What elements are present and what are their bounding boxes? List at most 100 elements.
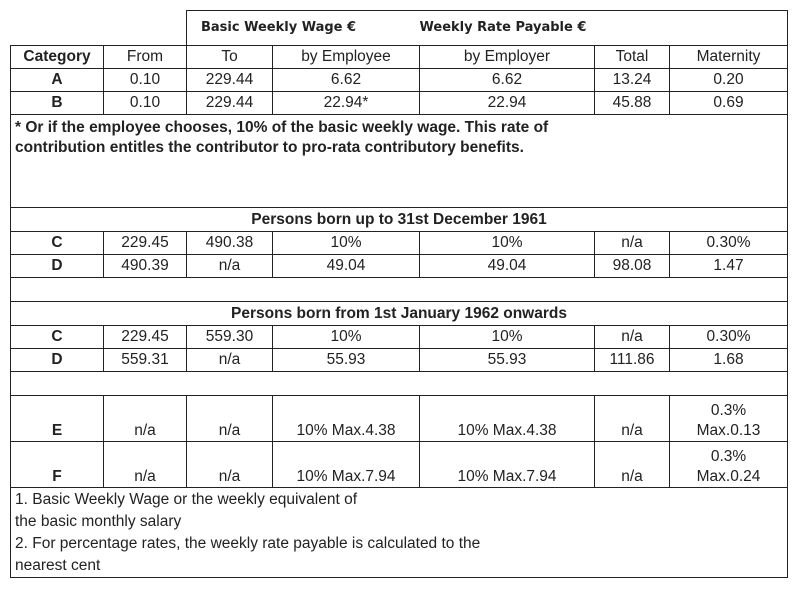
cell: 55.93	[272, 348, 420, 372]
group-header: Basic Weekly Wage €	[186, 10, 420, 46]
cell: 45.88	[594, 91, 670, 115]
empty-row	[9, 277, 789, 302]
table-row: Category From To by Employee by Employer Tota…	[10, 45, 789, 69]
cell: 55.93	[419, 348, 595, 372]
cell: 0.69	[668, 91, 789, 115]
cell: n/a	[103, 441, 187, 488]
cell: 10%	[419, 325, 595, 349]
column-header: by Employer	[419, 45, 595, 69]
empty-row	[9, 371, 789, 396]
table-row: Persons born from 1st January 1962 onwar…	[9, 301, 789, 326]
text-line: * Or if the employee chooses, 10% of the…	[15, 119, 549, 136]
table-row	[9, 277, 789, 302]
table-row: Persons born up to 31st December 1961	[9, 207, 789, 232]
text-line: nearest cent	[15, 557, 101, 574]
cell: n/a	[103, 395, 187, 442]
cell: A	[10, 68, 104, 92]
text-line: 2. For percentage rates, the weekly rate…	[15, 535, 481, 552]
cell: D	[10, 348, 104, 372]
cell: 0.30%	[668, 325, 789, 349]
table-row	[9, 371, 789, 396]
column-header: Category	[10, 45, 104, 69]
cell: B	[10, 91, 104, 115]
text-line: Max.0.24	[696, 468, 761, 485]
cell: 0.3% Max.0.24	[668, 441, 789, 488]
table-row: B 0.10 229.44 22.94* 22.94 45.88 0.69	[10, 91, 789, 115]
text-line: 0.3%	[710, 448, 747, 465]
column-header: by Employee	[272, 45, 420, 69]
cell: 22.94	[419, 91, 595, 115]
cell: 229.45	[103, 231, 187, 255]
cell: n/a	[594, 441, 670, 488]
cell: D	[10, 254, 104, 278]
table-row: C 229.45 490.38 10% 10% n/a 0.30%	[10, 231, 789, 255]
cell: 49.04	[419, 254, 595, 278]
cell: 98.08	[594, 254, 670, 278]
cell: 10% Max.7.94	[272, 441, 420, 488]
cell: 10%	[272, 325, 420, 349]
cell: 49.04	[272, 254, 420, 278]
table-row: D 559.31 n/a 55.93 55.93 111.86 1.68	[10, 348, 789, 372]
text-line: 0.3%	[710, 402, 747, 419]
cell: C	[10, 325, 104, 349]
text-line: the basic monthly salary	[15, 513, 182, 530]
cell: n/a	[594, 231, 670, 255]
table-row: Basic Weekly Wage € Weekly Rate Payable €	[10, 10, 789, 46]
column-header: Total	[594, 45, 670, 69]
cell: 6.62	[272, 68, 420, 92]
note: * Or if the employee chooses, 10% of the…	[9, 114, 789, 208]
table-row: * Or if the employee chooses, 10% of the…	[9, 114, 789, 208]
cell: 229.45	[103, 325, 187, 349]
cell: 229.44	[186, 91, 273, 115]
section-title: Persons born from 1st January 1962 onwar…	[9, 301, 789, 326]
cell: 22.94*	[272, 91, 420, 115]
table-row: C 229.45 559.30 10% 10% n/a 0.30%	[10, 325, 789, 349]
group-header: Weekly Rate Payable €	[419, 10, 789, 46]
section-title: Persons born up to 31st December 1961	[9, 207, 789, 232]
cell: E	[10, 395, 104, 442]
cell: n/a	[186, 441, 273, 488]
cell: n/a	[186, 254, 273, 278]
cell: 0.20	[668, 68, 789, 92]
table-row: D 490.39 n/a 49.04 49.04 98.08 1.47	[10, 254, 789, 278]
cell: 0.30%	[668, 231, 789, 255]
cell: C	[10, 231, 104, 255]
cell: 13.24	[594, 68, 670, 92]
cell: n/a	[594, 325, 670, 349]
cell: F	[10, 441, 104, 488]
table-row: A 0.10 229.44 6.62 6.62 13.24 0.20	[10, 68, 789, 92]
column-header: Maternity	[668, 45, 789, 69]
table-wrap: Basic Weekly Wage € Weekly Rate Payable €…	[9, 10, 789, 578]
cell: 229.44	[186, 68, 273, 92]
text-line: 1. Basic Weekly Wage or the weekly equiv…	[15, 491, 358, 508]
cell: 0.10	[103, 68, 187, 92]
cell: 559.31	[103, 348, 187, 372]
cell: 10%	[272, 231, 420, 255]
column-header: From	[103, 45, 187, 69]
cell: n/a	[186, 348, 273, 372]
text-line: contribution entitles the contributor to…	[15, 139, 524, 156]
contribution-table: Basic Weekly Wage € Weekly Rate Payable €…	[9, 10, 789, 578]
column-header: To	[186, 45, 273, 69]
cell: 0.10	[103, 91, 187, 115]
empty-cell	[10, 10, 187, 46]
cell: 490.39	[103, 254, 187, 278]
cell: 0.3% Max.0.13	[668, 395, 789, 442]
cell: 111.86	[594, 348, 670, 372]
text-line: Max.0.13	[696, 422, 761, 439]
cell: 10% Max.4.38	[272, 395, 420, 442]
cell: 6.62	[419, 68, 595, 92]
cell: 10%	[419, 231, 595, 255]
cell: n/a	[594, 395, 670, 442]
cell: 1.68	[668, 348, 789, 372]
table-row: 1. Basic Weekly Wage or the weekly equiv…	[9, 487, 789, 578]
cell: 490.38	[186, 231, 273, 255]
cell: n/a	[186, 395, 273, 442]
cell: 1.47	[668, 254, 789, 278]
cell: 10% Max.7.94	[419, 441, 595, 488]
cell: 10% Max.4.38	[419, 395, 595, 442]
cell: 559.30	[186, 325, 273, 349]
